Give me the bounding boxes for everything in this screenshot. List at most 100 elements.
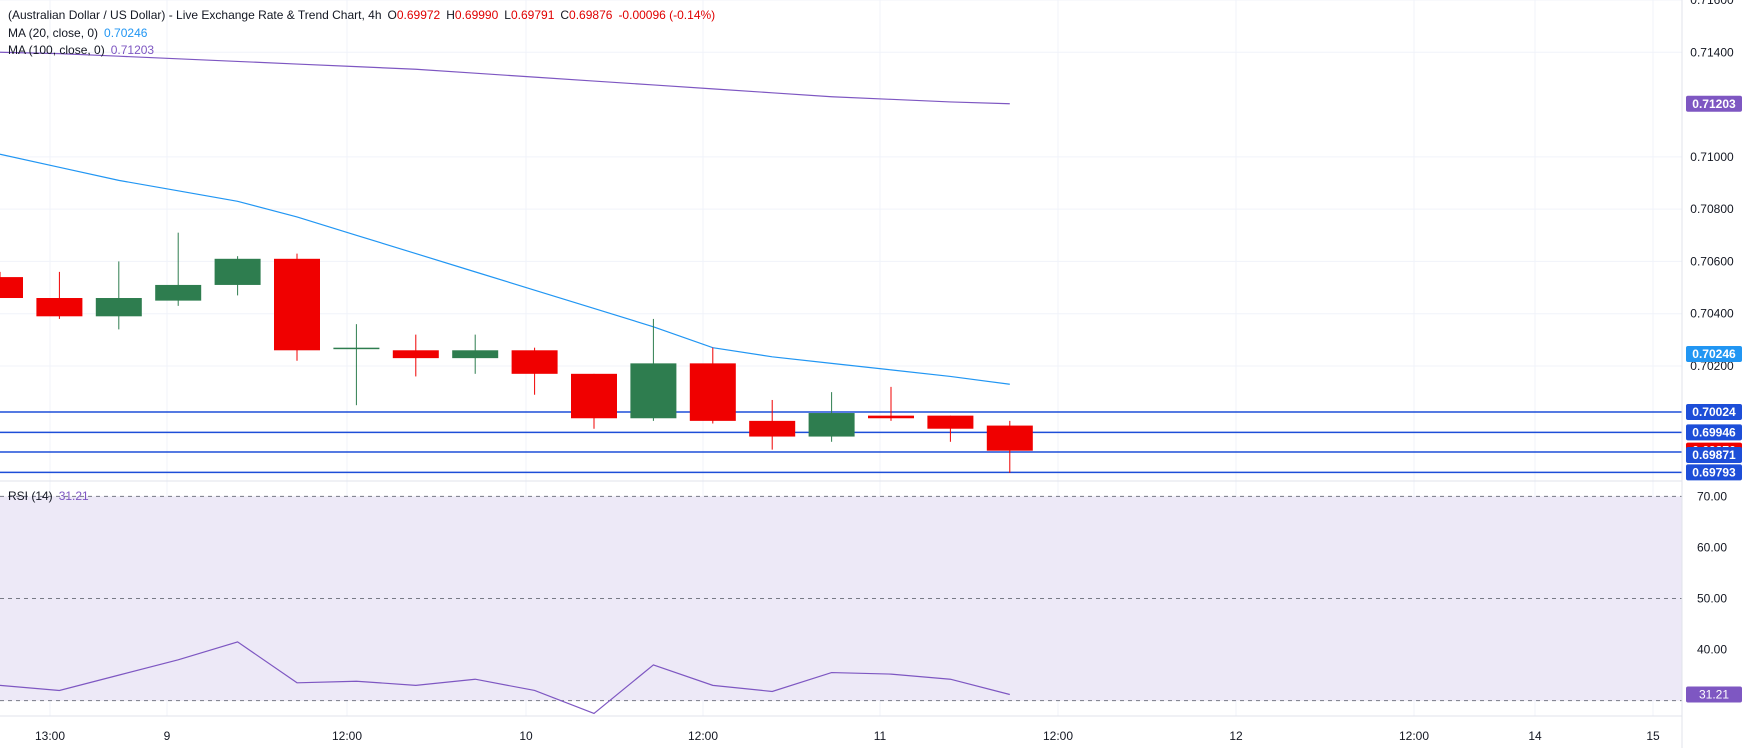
price-label-text: 0.70246 <box>1692 347 1736 361</box>
change-value: -0.00096 (-0.14%) <box>618 8 716 22</box>
candle-body <box>214 258 261 285</box>
time-tick-label: 12:00 <box>332 729 362 743</box>
price-tick-label: 0.71600 <box>1690 0 1734 7</box>
candle[interactable] <box>986 420 1033 473</box>
candle[interactable] <box>689 347 736 424</box>
time-tick-label: 13:00 <box>35 729 65 743</box>
time-tick-label: 11 <box>874 729 887 743</box>
candle-body <box>155 284 202 301</box>
candle-body <box>749 420 796 437</box>
price-label-box <box>1686 464 1742 481</box>
rsi-axis[interactable]: 70.00 60.00 50.00 40.00 <box>1697 489 1727 656</box>
candle-body <box>808 413 855 437</box>
candle[interactable] <box>274 253 320 361</box>
time-tick-label: 12:00 <box>688 729 718 743</box>
candle-body <box>333 347 380 350</box>
candle-body <box>927 415 974 429</box>
time-tick-label: 12:00 <box>1399 729 1429 743</box>
candle-body <box>689 363 736 421</box>
candle-body <box>274 258 320 351</box>
ma100-line <box>0 51 1010 105</box>
candles[interactable] <box>0 232 1033 473</box>
price-tick-label: 0.70400 <box>1690 307 1734 321</box>
ma100-label: MA (100, close, 0) <box>8 43 105 57</box>
rsi-tick-label: 60.00 <box>1697 540 1727 554</box>
candle-body <box>511 350 558 374</box>
open-value: 0.69972 <box>396 8 441 22</box>
candle[interactable] <box>868 386 914 421</box>
time-tick-label: 15 <box>1646 729 1660 743</box>
price-labels: 0.712030.702460.700240.699460.698760.698… <box>1686 95 1742 703</box>
rsi-value: 31.21 <box>58 489 89 503</box>
time-axis[interactable]: 13:00 9 12:00 10 12:00 11 12:00 12 12:00 14 15 <box>35 729 1660 743</box>
candle[interactable] <box>511 347 558 395</box>
rsi-value-box <box>1686 686 1742 703</box>
chart-header: (Australian Dollar / US Dollar) - Live E… <box>8 8 721 22</box>
candle[interactable] <box>749 399 796 450</box>
low-value: 0.69791 <box>510 8 555 22</box>
candle-body <box>630 363 677 419</box>
price-label-text: 0.69793 <box>1692 465 1736 479</box>
candle[interactable] <box>333 324 380 406</box>
candle[interactable] <box>630 318 677 421</box>
candle[interactable] <box>155 232 202 306</box>
candle[interactable] <box>452 334 499 374</box>
time-tick-label: 14 <box>1528 729 1542 743</box>
candle[interactable] <box>95 261 142 330</box>
candle[interactable] <box>392 334 439 377</box>
candle-body <box>868 415 914 419</box>
time-tick-label: 12 <box>1229 729 1243 743</box>
candle[interactable] <box>0 271 23 299</box>
ma20-line <box>0 153 1010 385</box>
low-label: L <box>504 8 511 22</box>
candle-body <box>571 373 617 419</box>
rsi-tick-label: 50.00 <box>1697 592 1727 606</box>
price-label-box <box>1686 403 1742 420</box>
time-tick-label: 9 <box>164 729 171 743</box>
rsi-label: RSI (14) <box>8 489 53 503</box>
ma100-legend[interactable]: MA (100, close, 0) 0.71203 <box>8 43 160 57</box>
price-label-text: 0.71203 <box>1692 97 1736 111</box>
candle-body <box>95 298 142 317</box>
price-label-text: 0.69946 <box>1692 425 1736 439</box>
price-label-box <box>1686 446 1742 463</box>
price-label-box <box>1686 95 1742 112</box>
candle[interactable] <box>808 392 855 442</box>
rsi-tick-label: 70.00 <box>1697 489 1727 503</box>
high-label: H <box>446 8 455 22</box>
high-value: 0.69990 <box>454 8 499 22</box>
ma20-legend[interactable]: MA (20, close, 0) 0.70246 <box>8 26 153 40</box>
candle-body <box>392 350 439 359</box>
price-label-text: 0.69871 <box>1692 448 1736 462</box>
rsi-line <box>0 641 1010 715</box>
candle-body <box>986 425 1033 451</box>
chart-title: (Australian Dollar / US Dollar) - Live E… <box>8 8 382 22</box>
price-tick-label: 0.70800 <box>1690 202 1734 216</box>
price-label-box <box>1686 345 1742 362</box>
open-label: O <box>387 8 397 22</box>
price-tick-label: 0.71000 <box>1690 150 1734 164</box>
price-label-box <box>1686 424 1742 441</box>
rsi-value-text: 31.21 <box>1699 687 1729 701</box>
candle-body <box>0 277 23 299</box>
candle[interactable] <box>36 271 83 319</box>
ma20-value: 0.70246 <box>104 26 148 40</box>
price-label-text: 0.70024 <box>1692 405 1736 419</box>
time-tick-label: 12:00 <box>1043 729 1073 743</box>
close-label: C <box>560 8 570 22</box>
candle[interactable] <box>214 256 261 296</box>
candle[interactable] <box>571 373 617 429</box>
horizontal-levels[interactable] <box>0 411 1682 474</box>
rsi-legend[interactable]: RSI (14) 31.21 <box>8 489 95 503</box>
ma20-label: MA (20, close, 0) <box>8 26 99 40</box>
price-tick-label: 0.70200 <box>1690 359 1734 373</box>
price-axis[interactable]: 0.71600 0.71400 0.71000 0.70800 0.70600 0.704… <box>1690 0 1734 373</box>
rsi-tick-label: 40.00 <box>1697 643 1727 657</box>
ma100-value: 0.71203 <box>110 43 155 57</box>
time-tick-label: 10 <box>519 729 533 743</box>
price-tick-label: 0.70600 <box>1690 254 1734 268</box>
candle[interactable] <box>927 415 974 442</box>
close-value: 0.69876 <box>569 8 613 22</box>
candle-body <box>36 298 83 317</box>
